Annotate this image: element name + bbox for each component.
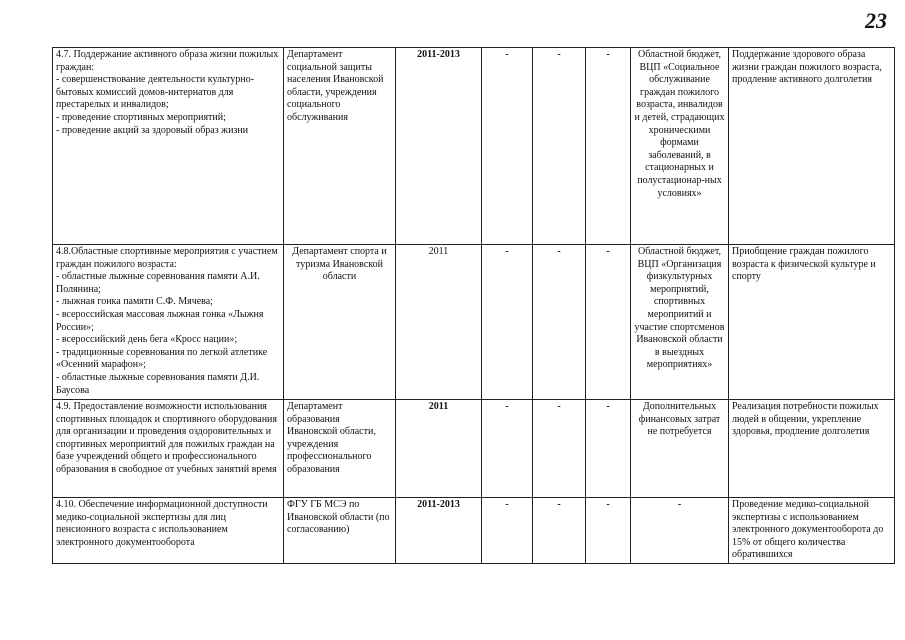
source-cell: Областной бюджет, ВЦП «Социальное обслуж… <box>630 47 729 245</box>
executor-cell: Департамент спорта и туризма Ивановской … <box>283 244 396 400</box>
value-cell: - <box>481 497 533 564</box>
value-cell: - <box>585 244 631 400</box>
source-cell: Областной бюджет, ВЦП «Организация физку… <box>630 244 729 400</box>
value-cell: - <box>585 47 631 245</box>
value-cell: - <box>532 399 586 498</box>
activity-cell: 4.7. Поддержание активного образа жизни … <box>52 47 284 245</box>
value-cell: - <box>532 244 586 400</box>
value-cell: - <box>481 244 533 400</box>
activity-cell: 4.9. Предоставление возможности использо… <box>52 399 284 498</box>
table-row: 4.9. Предоставление возможности использо… <box>52 399 895 498</box>
activity-cell: 4.10. Обеспечение информационной доступн… <box>52 497 284 564</box>
table-row: 4.10. Обеспечение информационной доступн… <box>52 497 895 564</box>
value-cell: - <box>481 47 533 245</box>
page-number: 23 <box>865 8 887 33</box>
table-row: 4.8.Областные спортивные мероприятия с у… <box>52 244 895 400</box>
table-row: 4.7. Поддержание активного образа жизни … <box>52 47 895 245</box>
source-cell: Дополнительных финансовых затрат не потр… <box>630 399 729 498</box>
period-cell: 2011 <box>395 244 482 400</box>
value-cell: - <box>532 47 586 245</box>
result-cell: Приобщение граждан пожилого возраста к ф… <box>728 244 895 400</box>
executor-cell: ФГУ ГБ МСЭ по Ивановской области (по сог… <box>283 497 396 564</box>
value-cell: - <box>585 497 631 564</box>
result-cell: Поддержание здорового образа жизни гражд… <box>728 47 895 245</box>
result-cell: Реализация потребности пожилых людей в о… <box>728 399 895 498</box>
executor-cell: Департамент образования Ивановской облас… <box>283 399 396 498</box>
value-cell: - <box>585 399 631 498</box>
period-cell: 2011-2013 <box>395 47 482 245</box>
activity-cell: 4.8.Областные спортивные мероприятия с у… <box>52 244 284 400</box>
period-cell: 2011 <box>395 399 482 498</box>
activities-table: 4.7. Поддержание активного образа жизни … <box>52 47 895 564</box>
result-cell: Проведение медико-социальной экспертизы … <box>728 497 895 564</box>
source-cell: - <box>630 497 729 564</box>
executor-cell: Департамент социальной защиты населения … <box>283 47 396 245</box>
period-cell: 2011-2013 <box>395 497 482 564</box>
value-cell: - <box>532 497 586 564</box>
value-cell: - <box>481 399 533 498</box>
